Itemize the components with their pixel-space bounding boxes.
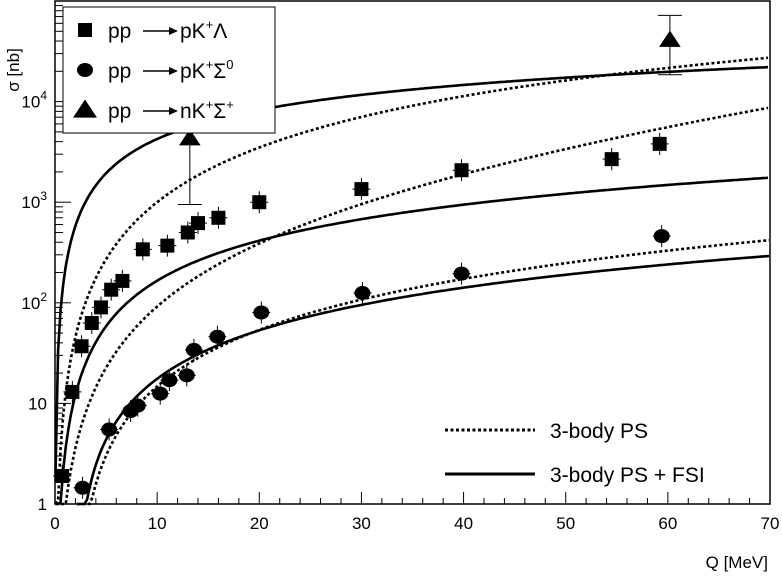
data-point-triangle [179,128,201,146]
x-tick-label: 60 [658,514,677,533]
y-tick-label: 104 [21,89,47,112]
data-point-circle [354,286,371,301]
legend-marker-square [78,23,92,37]
data-point-circle [253,305,270,320]
curve-legend-label: 3-body PS [550,420,648,443]
legend-label: pp [108,20,131,43]
ps-fsi-curve [55,176,769,506]
legend-label: pK+Σ0 [180,57,234,83]
data-point-circle [152,386,169,401]
y-axis-label: σ [nb] [4,48,23,92]
ps-curve [77,238,770,506]
data-point-square [104,282,119,297]
x-tick-label: 40 [454,514,473,533]
curve-legend: 3-body PS 3-body PS + FSI [445,420,705,487]
data-point-circle [453,266,470,281]
series-legend: pp pK+Λ pp pK+Σ0 pp nK+Σ+ [62,6,276,134]
data-point-square [211,210,226,225]
x-tick-label: 30 [352,514,371,533]
data-point-square [652,136,667,151]
data-point-square [160,238,175,253]
data-point-square [135,242,150,257]
legend-arrow-head [169,107,178,115]
legend-label: pK+Λ [180,17,227,43]
y-tick-label: 103 [21,189,47,212]
legend-marker-circle [77,63,93,77]
legend-arrow-head [169,27,178,35]
x-tick-label: 10 [148,514,167,533]
y-axis-ticks: 1 10 102 103 104 [21,5,71,514]
y-tick-label: 10 [28,394,47,413]
y-tick-label: 1 [38,495,47,514]
data-point-triangle [659,30,681,47]
legend-marker-triangle [73,99,97,118]
legend-label: nK+Σ+ [180,97,234,123]
data-point-square [604,152,619,167]
data-point-square [65,384,80,399]
x-axis-label: Q [MeV] [706,553,768,572]
data-point-square [454,163,469,178]
data-point-circle [74,480,91,495]
x-tick-label: 70 [761,514,780,533]
ps-fsi-curve [77,254,770,506]
legend-label: pp [108,100,131,123]
data-point-circle [178,368,195,383]
data-point-circle [209,329,226,344]
data-point-square [74,339,89,354]
data-point-circle [161,373,178,388]
curve-legend-label: 3-body PS + FSI [550,464,705,487]
data-point-circle [101,422,118,437]
data-point-square [55,468,70,483]
data-points [53,14,682,499]
x-tick-label: 0 [50,514,59,533]
data-point-square [354,182,369,197]
x-axis-ticks: 0 10 20 30 40 50 60 70 [50,492,779,533]
y-tick-label: 102 [21,290,47,313]
legend-arrow-head [169,67,178,75]
data-point-square [93,300,108,315]
data-point-square [115,273,130,288]
data-point-square [252,195,267,210]
legend-label: pp [108,60,131,83]
data-point-circle [653,229,670,244]
data-point-circle [185,342,202,357]
x-tick-label: 20 [250,514,269,533]
data-point-square [191,216,205,231]
data-point-square [84,315,99,330]
ps-curve [55,106,769,506]
x-tick-label: 50 [556,514,575,533]
plot-frame [54,0,771,505]
data-point-circle [129,398,146,413]
